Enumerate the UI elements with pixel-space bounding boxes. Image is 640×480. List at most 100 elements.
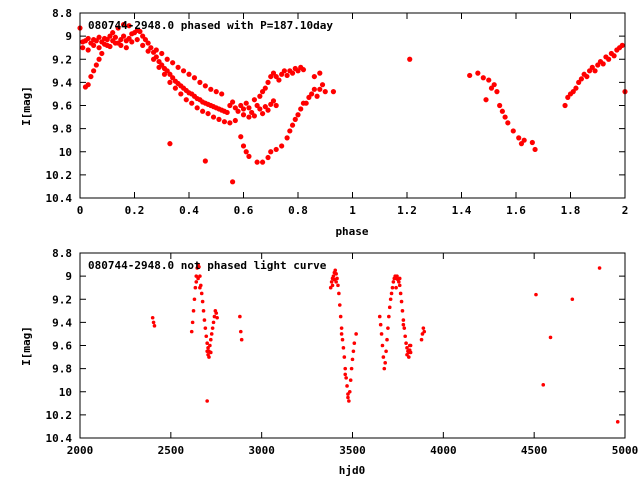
unphased-y-axis-label: I[mag] xyxy=(20,326,33,366)
data-point xyxy=(335,276,339,281)
data-point xyxy=(152,324,157,328)
data-point xyxy=(246,114,252,120)
data-point xyxy=(383,361,388,365)
data-point xyxy=(205,349,209,354)
data-point xyxy=(259,159,266,165)
data-point xyxy=(273,146,279,153)
data-point xyxy=(341,346,346,350)
data-point xyxy=(382,366,387,371)
data-point xyxy=(287,128,293,134)
data-point xyxy=(606,56,612,62)
data-point xyxy=(377,314,382,319)
data-point xyxy=(351,349,356,354)
data-point xyxy=(202,83,208,89)
data-point xyxy=(203,326,208,330)
data-point xyxy=(389,291,394,296)
y-tick-label: 10.4 xyxy=(46,432,73,445)
data-point xyxy=(167,79,173,85)
data-point xyxy=(334,280,338,284)
data-point xyxy=(289,70,296,76)
data-point xyxy=(164,56,170,62)
data-point xyxy=(284,72,290,79)
data-point xyxy=(209,332,214,336)
data-point xyxy=(300,67,307,73)
data-point xyxy=(295,112,301,118)
data-point xyxy=(151,320,156,325)
data-point xyxy=(343,366,348,371)
data-point xyxy=(104,42,110,48)
data-point xyxy=(298,106,304,112)
data-point xyxy=(398,291,403,296)
data-point xyxy=(345,384,349,388)
data-point xyxy=(386,326,390,330)
data-point xyxy=(347,389,352,394)
data-point xyxy=(407,56,413,62)
data-point xyxy=(207,355,211,359)
data-point xyxy=(584,73,590,80)
data-point xyxy=(145,48,151,54)
data-point xyxy=(419,337,424,342)
data-point xyxy=(421,326,426,330)
data-point xyxy=(516,135,522,141)
data-point xyxy=(279,143,285,149)
data-point xyxy=(532,146,538,153)
unphased-x-axis-label: hjd0 xyxy=(339,464,366,477)
data-point xyxy=(214,311,219,315)
phased-plot-frame xyxy=(79,12,626,199)
data-point xyxy=(330,89,337,95)
x-tick-label: 5000 xyxy=(612,444,639,457)
data-point xyxy=(480,75,486,81)
y-tick-label: 8.8 xyxy=(52,247,72,260)
unphased-data-points xyxy=(150,262,620,424)
phased-light-curve-chart: 8.8 9 9.2 9.4 9.6 9.8 10 10.2 10.4 0 0.2 0.4 0.6 0.8… xyxy=(20,7,628,238)
data-point xyxy=(570,297,575,302)
data-point xyxy=(85,82,91,88)
data-point xyxy=(121,21,127,28)
y-tick-label: 10.2 xyxy=(46,169,73,182)
data-point xyxy=(619,42,625,48)
x-tick-label: 2500 xyxy=(158,444,185,457)
phased-x-ticks: 0 0.2 0.4 0.6 0.8 1 1.2 1.4 1.6 1.8 2 xyxy=(77,13,628,217)
data-point xyxy=(85,47,91,53)
data-point xyxy=(404,341,408,345)
data-point xyxy=(150,315,155,320)
data-point xyxy=(292,116,298,122)
data-point xyxy=(350,357,355,362)
data-point xyxy=(309,91,315,97)
data-point xyxy=(384,349,388,354)
data-point xyxy=(191,309,196,313)
data-point xyxy=(333,268,338,273)
data-point xyxy=(210,326,215,330)
data-point xyxy=(486,77,492,83)
data-point xyxy=(541,383,546,387)
x-tick-label: 3000 xyxy=(248,444,275,457)
data-point xyxy=(284,135,290,141)
data-point xyxy=(80,45,86,51)
data-point xyxy=(227,120,233,126)
data-point xyxy=(303,100,309,106)
data-point xyxy=(156,64,162,70)
y-tick-label: 9.2 xyxy=(52,53,72,66)
data-point xyxy=(201,309,206,313)
data-point xyxy=(329,280,334,284)
data-point xyxy=(235,108,241,114)
phased-y-axis-label: I[mag] xyxy=(20,86,33,126)
data-point xyxy=(257,106,263,112)
data-point xyxy=(337,291,341,296)
data-point xyxy=(405,346,409,350)
data-point xyxy=(123,45,129,51)
data-point xyxy=(265,107,271,113)
data-point xyxy=(140,42,146,48)
x-tick-label: 1.8 xyxy=(561,204,581,217)
data-point xyxy=(319,82,326,88)
y-tick-label: 10.2 xyxy=(46,409,73,422)
data-point xyxy=(238,314,242,319)
data-point xyxy=(342,355,347,359)
data-point xyxy=(197,79,203,85)
data-point xyxy=(349,366,354,371)
data-point xyxy=(483,97,489,103)
data-point xyxy=(346,395,350,400)
data-point xyxy=(134,36,140,43)
data-point xyxy=(200,108,206,114)
x-tick-label: 0.6 xyxy=(234,204,254,217)
